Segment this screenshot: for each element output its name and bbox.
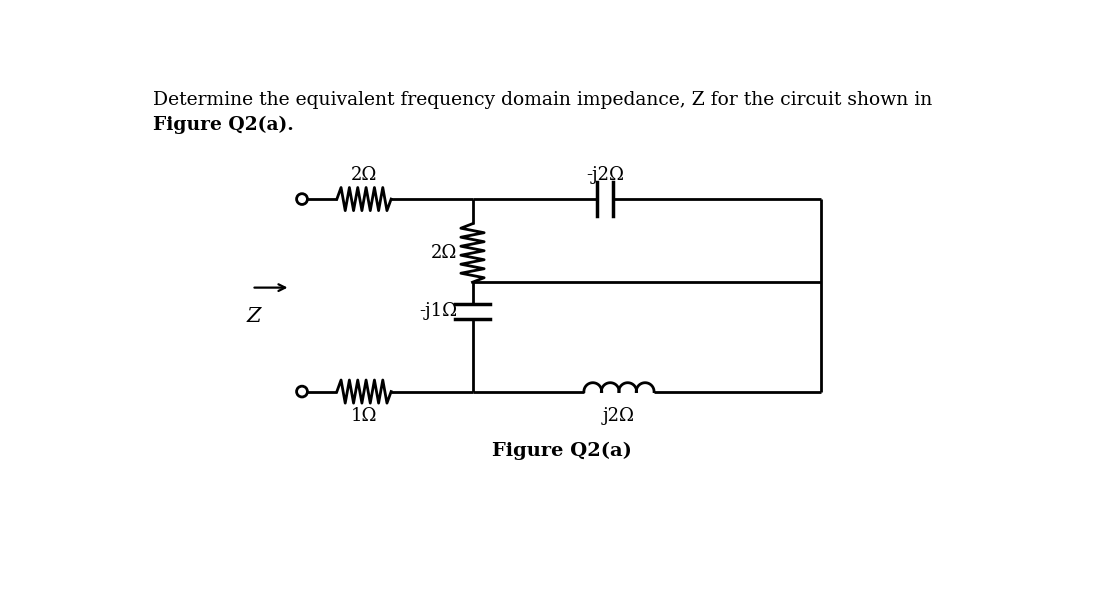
Text: 2Ω: 2Ω bbox=[351, 166, 378, 184]
Text: -j2Ω: -j2Ω bbox=[586, 166, 624, 184]
Text: Determine the equivalent frequency domain impedance, Z for the circuit shown in: Determine the equivalent frequency domai… bbox=[154, 91, 932, 109]
Text: Z: Z bbox=[246, 307, 261, 326]
Text: 2Ω: 2Ω bbox=[431, 244, 457, 262]
Text: 1Ω: 1Ω bbox=[351, 407, 378, 425]
Text: Figure Q2(a): Figure Q2(a) bbox=[491, 441, 632, 460]
Text: j2Ω: j2Ω bbox=[603, 407, 635, 425]
Text: -j1Ω: -j1Ω bbox=[419, 302, 457, 321]
Text: Figure Q2(a).: Figure Q2(a). bbox=[154, 116, 294, 134]
